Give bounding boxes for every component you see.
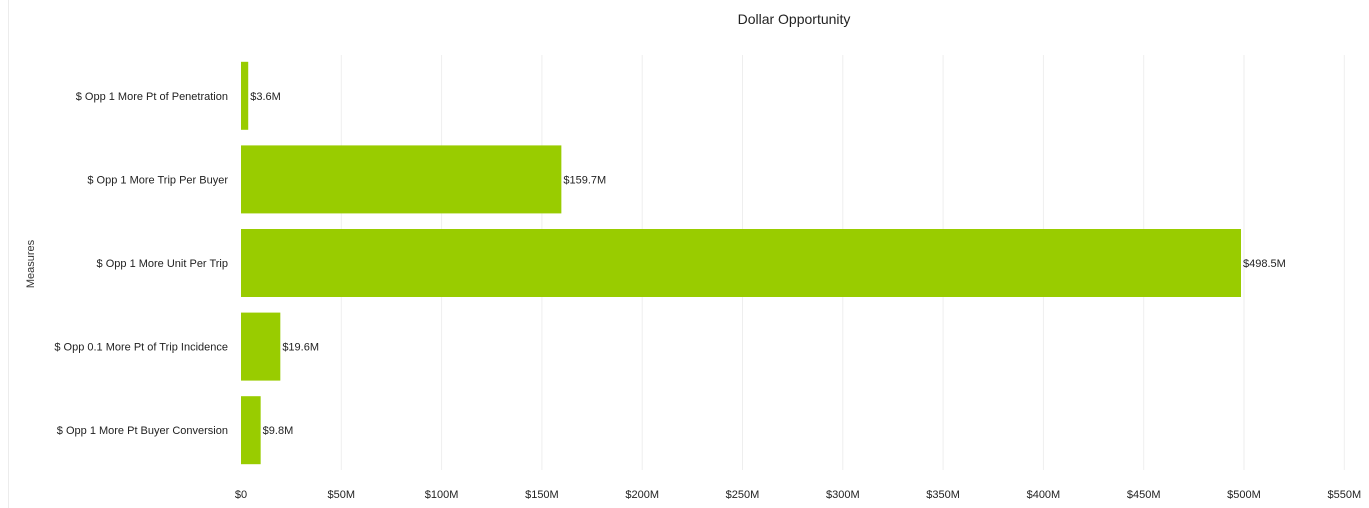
category-label: $ Opp 0.1 More Pt of Trip Incidence — [54, 342, 228, 354]
category-label: $ Opp 1 More Pt Buyer Conversion — [57, 425, 228, 437]
x-tick-label: $100M — [425, 489, 459, 501]
data-label: $9.8M — [263, 425, 294, 437]
x-tick-label: $400M — [1027, 489, 1061, 501]
category-label: $ Opp 1 More Pt of Penetration — [76, 91, 228, 103]
x-tick-label: $450M — [1127, 489, 1161, 501]
x-tick-label: $500M — [1227, 489, 1261, 501]
data-label: $3.6M — [250, 91, 281, 103]
x-tick-label: $250M — [726, 489, 760, 501]
bar[interactable] — [241, 312, 281, 381]
bar[interactable] — [241, 61, 249, 130]
data-label: $19.6M — [282, 342, 319, 354]
x-tick-label: $150M — [525, 489, 559, 501]
x-tick-label: $350M — [926, 489, 960, 501]
chart-title: Dollar Opportunity — [737, 11, 851, 27]
bar[interactable] — [241, 396, 261, 465]
bar[interactable] — [241, 229, 1241, 297]
x-tick-label: $550M — [1327, 489, 1361, 501]
data-label: $159.7M — [563, 174, 606, 186]
x-tick-label: $200M — [625, 489, 659, 501]
x-tick-label: $300M — [826, 489, 860, 501]
x-tick-label: $0 — [235, 489, 247, 501]
bar[interactable] — [241, 145, 562, 214]
data-label: $498.5M — [1243, 258, 1286, 270]
category-label: $ Opp 1 More Unit Per Trip — [97, 258, 228, 270]
panel-left-border — [8, 0, 9, 508]
category-label: $ Opp 1 More Trip Per Buyer — [87, 174, 228, 186]
x-tick-label: $50M — [328, 489, 356, 501]
